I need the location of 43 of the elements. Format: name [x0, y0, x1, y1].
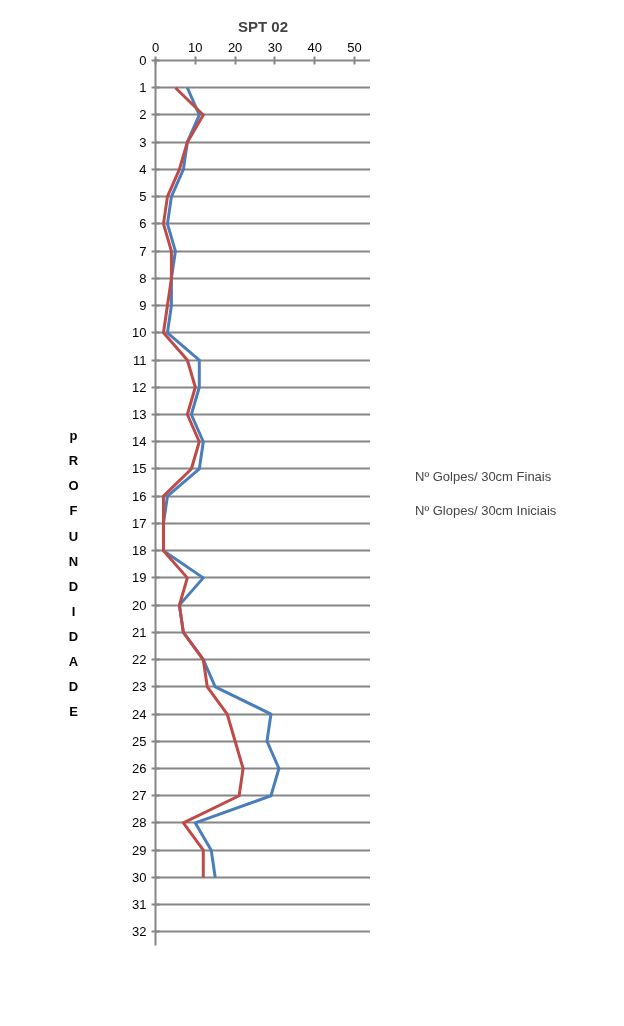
y-tick-label: 14 [132, 434, 147, 450]
x-tick-label: 10 [188, 39, 203, 55]
y-tick-label: 15 [132, 461, 147, 477]
x-tick-label: 50 [347, 39, 362, 55]
y-tick-label: 18 [132, 543, 147, 559]
y-tick-label: 29 [132, 842, 147, 858]
y-tick-label: 5 [139, 189, 147, 205]
text: Nº Golpes/ 30cm Finais [415, 468, 552, 484]
y-tick-label: 12 [132, 379, 147, 395]
y-tick-label: 26 [132, 761, 147, 776]
y-tick-label: 25 [132, 733, 147, 749]
y-tick-label: 16 [132, 488, 147, 504]
y-tick-label: 2 [139, 107, 147, 123]
y-tick-label: 11 [133, 352, 147, 368]
x-tick-label: 20 [227, 39, 243, 55]
y-tick-label: 1 [139, 80, 147, 96]
y-tick-label: 0 [139, 53, 147, 68]
y-tick-label: 17 [132, 515, 147, 531]
y-tick-label: 7 [139, 243, 147, 259]
x-tick-label: 30 [267, 39, 283, 55]
y-tick-label: 30 [132, 869, 147, 885]
y-tick-label: 8 [139, 270, 147, 286]
y-tick-label: 22 [132, 652, 147, 668]
y-tick-label: 19 [132, 570, 147, 586]
text: pROFUNDIDADE [68, 428, 79, 720]
y-tick-label: 4 [139, 161, 147, 177]
y-tick-label: 27 [132, 788, 147, 804]
text: Nº Glopes/ 30cm Iniciais [415, 502, 557, 518]
y-tick-label: 24 [132, 706, 147, 722]
y-tick-label: 3 [139, 134, 147, 150]
y-tick-label: 28 [132, 815, 147, 831]
y-tick-label: 21 [132, 624, 147, 640]
y-tick-label: 9 [139, 298, 147, 314]
y-tick-label: 23 [132, 679, 147, 695]
y-tick-label: 6 [139, 216, 147, 232]
y-tick-label: 10 [132, 325, 147, 341]
y-tick-label: 31 [132, 897, 147, 913]
chart-title: SPT 02 [237, 17, 289, 35]
y-tick-label: 13 [132, 407, 147, 422]
x-tick-label: 0 [151, 39, 160, 55]
y-tick-label: 32 [132, 924, 147, 940]
x-tick-label: 40 [307, 39, 322, 55]
y-tick-label: 20 [132, 597, 147, 613]
